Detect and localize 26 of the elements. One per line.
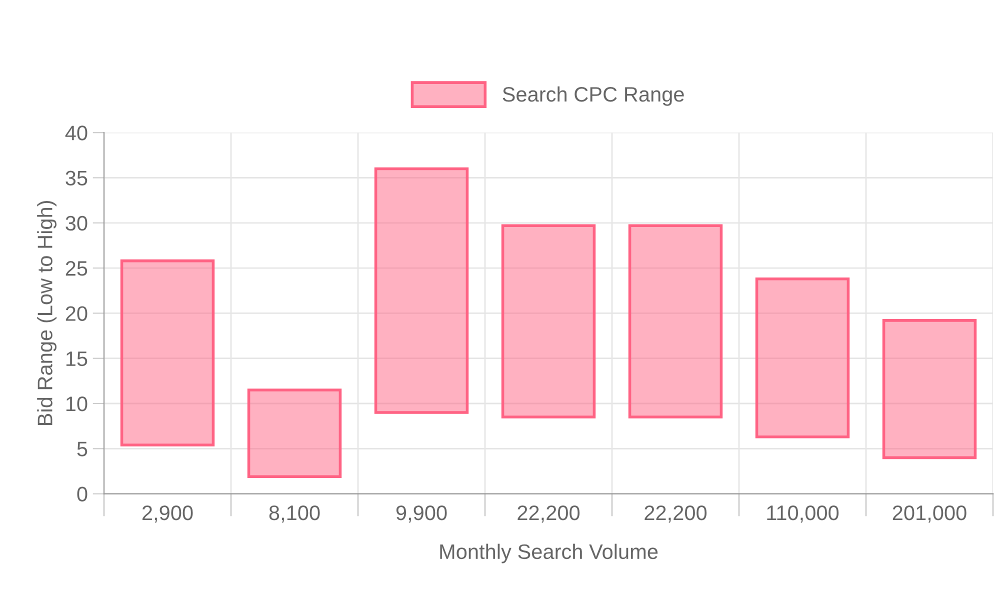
x-tick-label: 8,100	[269, 505, 320, 523]
y-tick-label: 5	[77, 442, 88, 456]
y-tick-label: 35	[66, 170, 88, 186]
bar	[247, 388, 342, 478]
x-tick-label: 2,900	[142, 505, 193, 523]
y-tick-label: 15	[66, 352, 88, 366]
y-axis-title: Bid Range (Low to High)	[37, 201, 57, 425]
x-tick-label: 9,900	[396, 505, 447, 523]
bar	[374, 167, 469, 414]
bar	[120, 259, 215, 446]
legend-label: Search CPC Range	[502, 86, 684, 106]
y-tick-label: 25	[66, 261, 88, 276]
x-tick-label: 22,200	[518, 505, 580, 523]
x-axis-title: Monthly Search Volume	[440, 544, 658, 564]
y-tick-label: 20	[66, 306, 88, 321]
bar	[501, 224, 596, 418]
y-tick-label: 30	[66, 216, 88, 231]
bar	[755, 277, 850, 438]
x-tick-label: 110,000	[767, 505, 839, 523]
x-tick-label: 22,200	[644, 505, 707, 523]
x-tick-label: 201,000	[892, 505, 966, 523]
y-tick-label: 10	[66, 396, 88, 412]
bar	[628, 224, 723, 418]
bar	[882, 319, 977, 460]
y-tick-label: 40	[65, 126, 88, 140]
y-tick-label: 0	[77, 486, 88, 502]
